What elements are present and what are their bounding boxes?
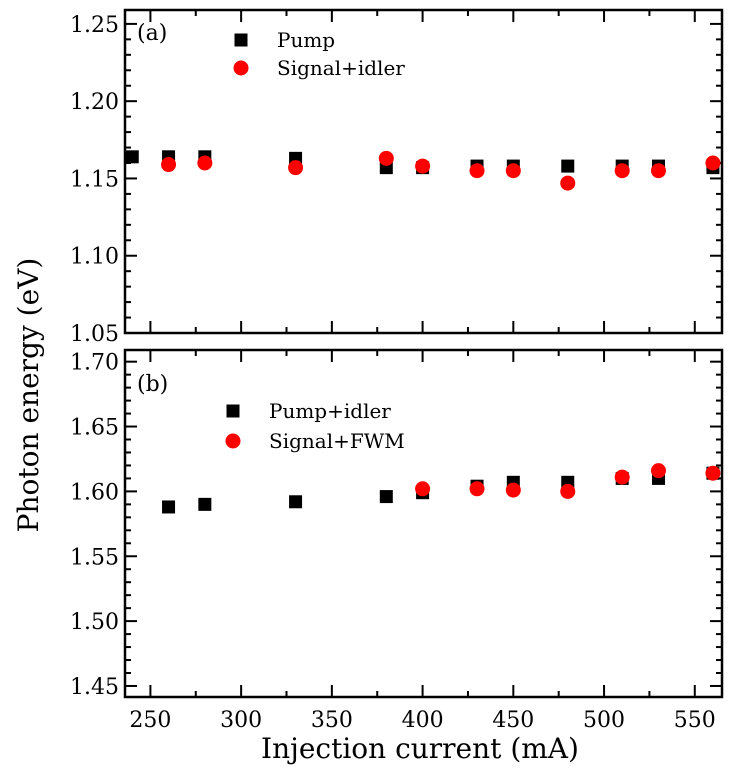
- panel-label: (b): [137, 372, 168, 397]
- data-point-circle: [415, 158, 431, 174]
- data-point-circle: [469, 481, 485, 497]
- y-tick-label: 1.60: [70, 480, 119, 505]
- data-point-circle: [705, 465, 721, 481]
- data-point-square: [561, 159, 575, 173]
- series-signal-fwm: [415, 463, 721, 499]
- data-point-square: [198, 497, 212, 511]
- x-tick-label: 400: [402, 708, 444, 733]
- data-point-circle: [505, 163, 521, 179]
- data-point-circle: [614, 163, 630, 179]
- data-point-circle: [197, 155, 213, 171]
- y-tick-label: 1.55: [70, 545, 119, 570]
- data-point-circle: [560, 175, 576, 191]
- y-tick-label: 1.20: [70, 90, 119, 115]
- legend-label: Pump: [277, 28, 335, 52]
- plot-frame: [123, 348, 724, 699]
- series-signal-idler: [161, 150, 721, 191]
- legend-label: Signal+idler: [277, 56, 405, 80]
- x-tick-label: 550: [674, 708, 716, 733]
- data-point-circle: [378, 150, 394, 166]
- data-point-circle: [415, 481, 431, 497]
- legend-label: Pump+idler: [269, 399, 391, 423]
- data-point-circle: [650, 463, 666, 479]
- x-tick-label: 450: [492, 708, 534, 733]
- panel-label: (a): [137, 21, 167, 46]
- legend-marker-circle: [225, 433, 241, 449]
- x-axis-title: Injection current (mA): [261, 732, 579, 765]
- panel-a: 1.05 1.10 1.15 1.20 1.25 (a) Pump Signal+idler: [70, 8, 724, 347]
- y-tick-label: 1.10: [70, 245, 119, 270]
- legend-marker-circle: [233, 60, 249, 76]
- data-point-square: [379, 490, 393, 504]
- data-point-circle: [161, 157, 177, 173]
- data-point-square: [162, 500, 176, 514]
- series-pump-idler: [162, 466, 720, 514]
- y-tick-label: 1.65: [70, 416, 119, 441]
- x-tick-label: 300: [220, 708, 262, 733]
- y-tick-label: 1.05: [70, 322, 119, 347]
- legend-label: Signal+FWM: [269, 429, 405, 453]
- y-axis-title: Photon energy (eV): [12, 258, 45, 533]
- data-point-circle: [560, 483, 576, 499]
- data-point-circle: [705, 155, 721, 171]
- y-tick-label: 1.25: [70, 13, 119, 38]
- data-point-circle: [614, 469, 630, 485]
- y-tick-label: 1.70: [70, 351, 119, 376]
- y-tick-label: 1.15: [70, 167, 119, 192]
- legend-marker-square: [226, 404, 240, 418]
- data-point-square: [289, 495, 303, 509]
- data-point-circle: [469, 163, 485, 179]
- data-point-circle: [288, 160, 304, 176]
- legend-marker-square: [234, 33, 248, 47]
- y-tick-label: 1.45: [70, 675, 119, 700]
- data-point-square: [125, 150, 139, 164]
- x-tick-label: 350: [311, 708, 353, 733]
- data-point-circle: [650, 163, 666, 179]
- x-tick-label: 250: [129, 708, 171, 733]
- data-point-circle: [505, 482, 521, 498]
- panel-b: 250 300 350 400 450 500 550 1.45 1.50 1.55 1.60 1.6…: [70, 348, 724, 733]
- x-tick-label: 500: [583, 708, 625, 733]
- y-tick-label: 1.50: [70, 610, 119, 635]
